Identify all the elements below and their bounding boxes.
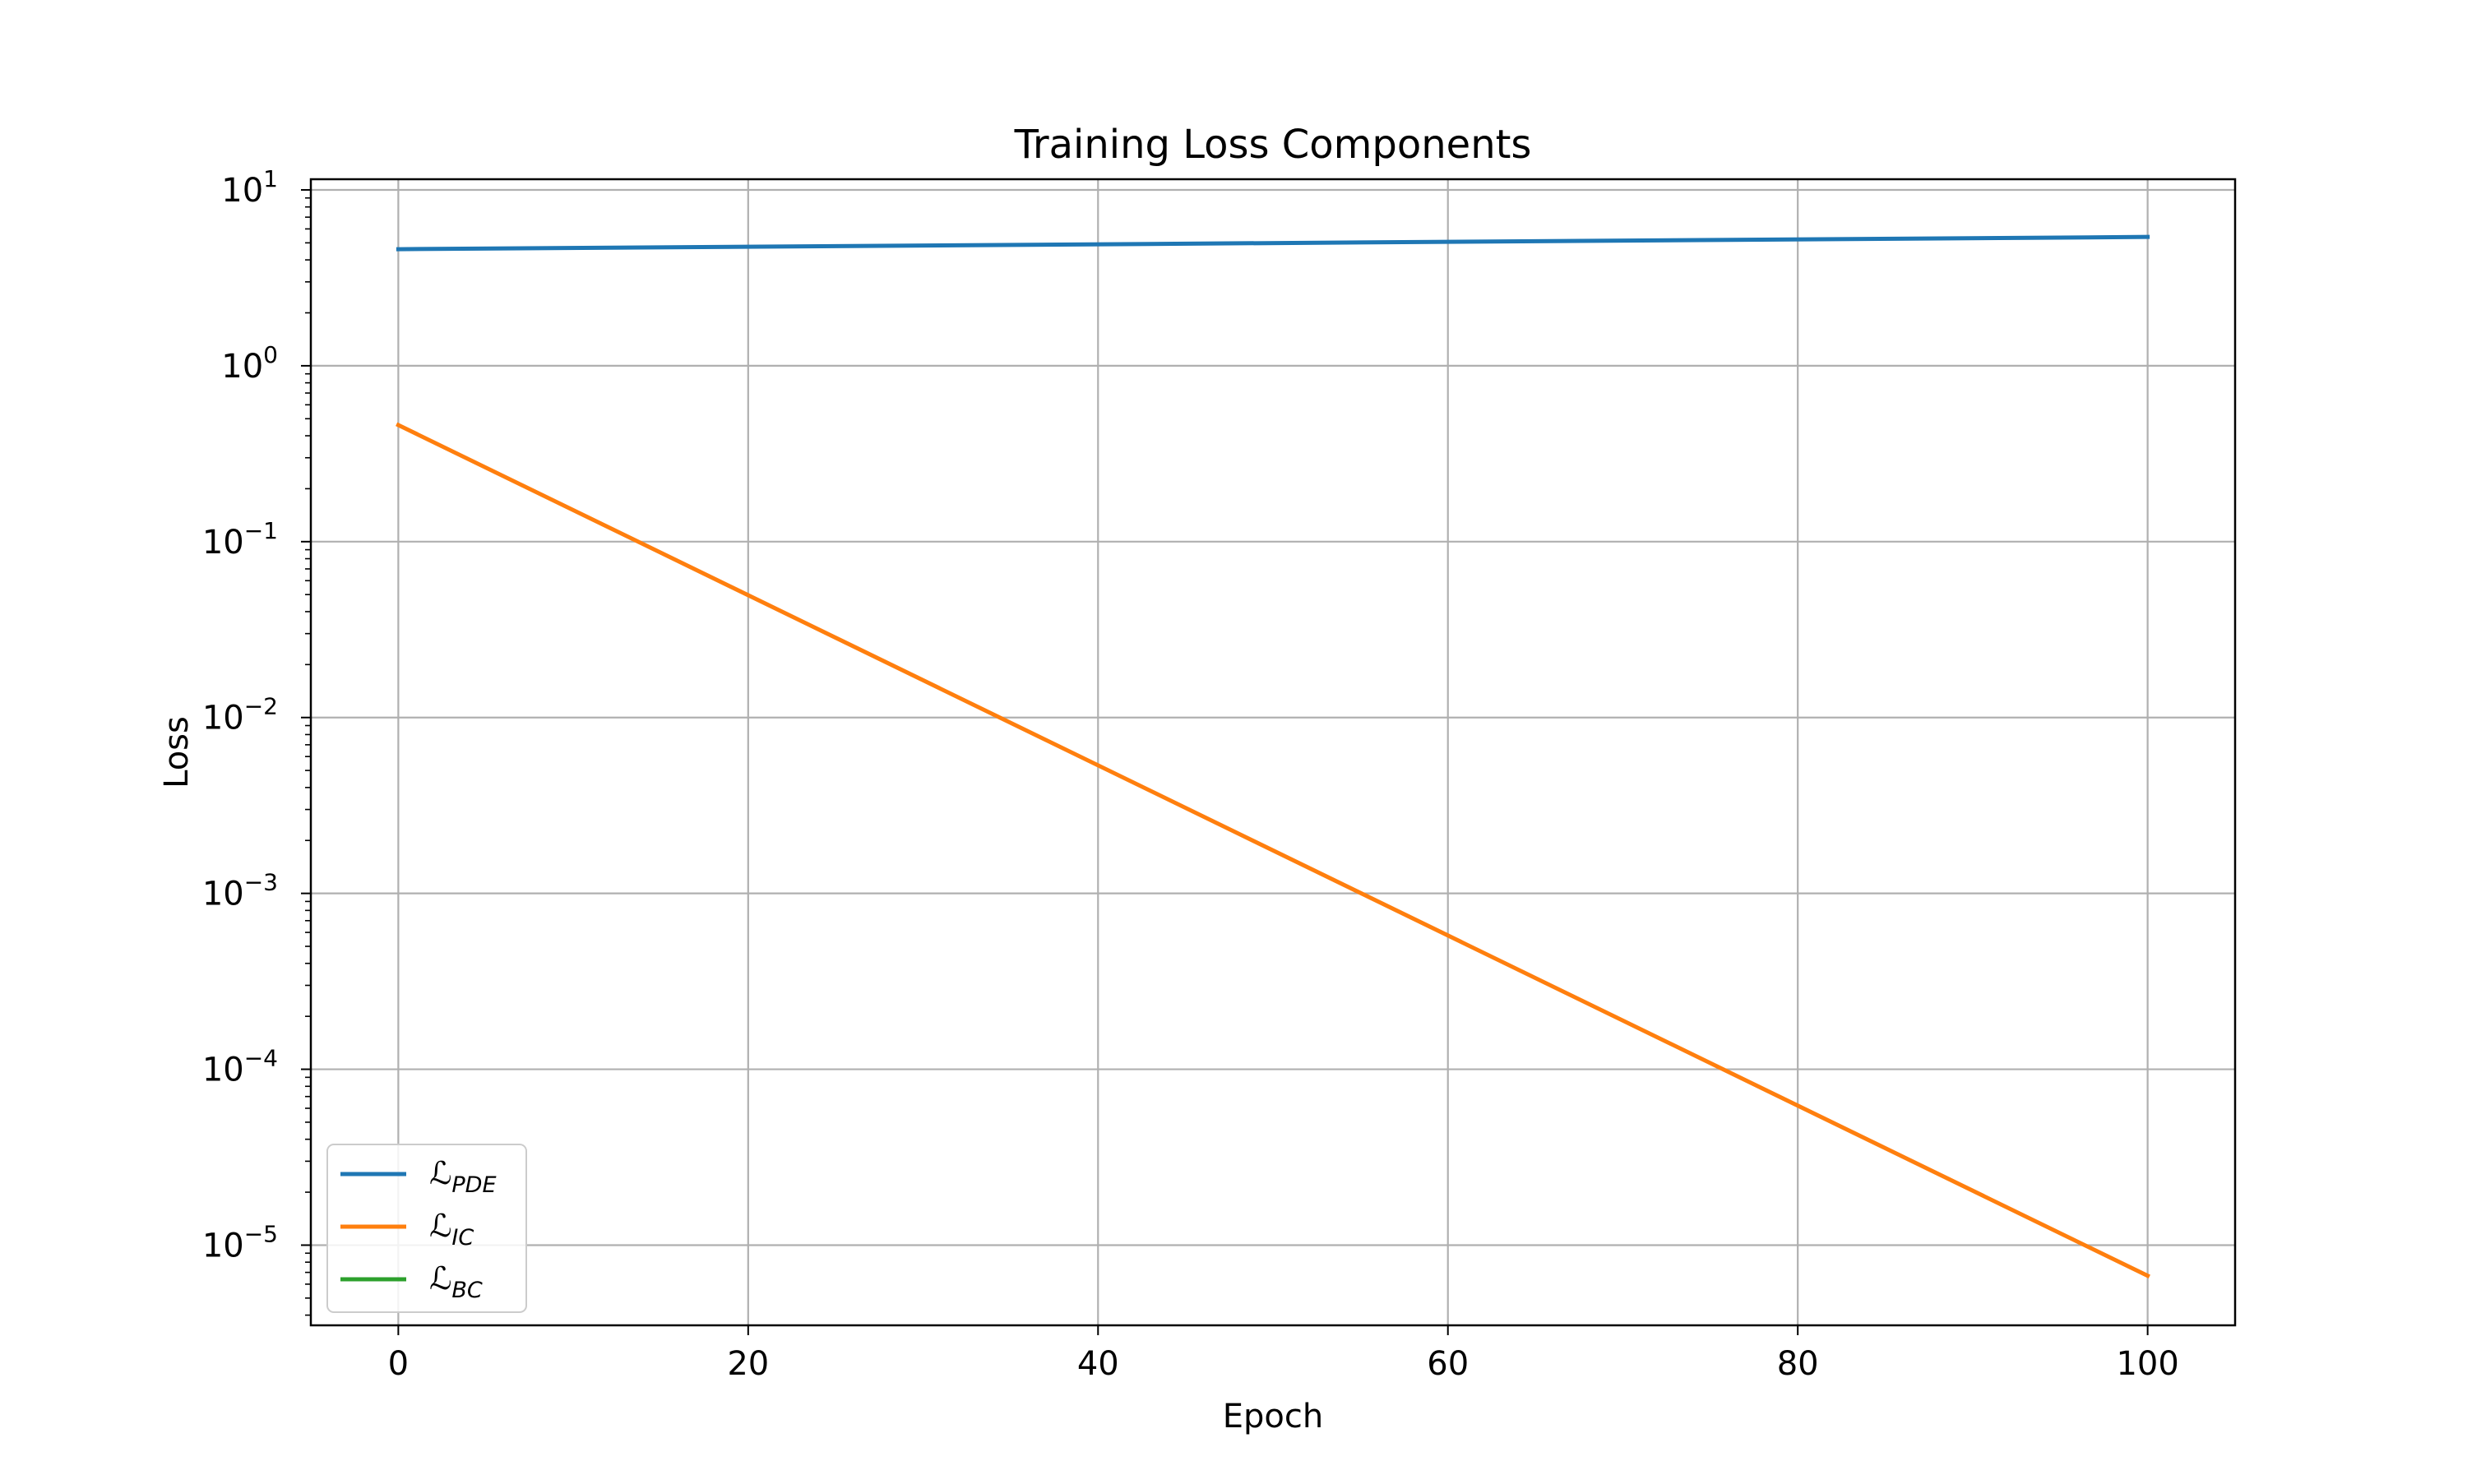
y-tick-label: 10−2 — [202, 693, 278, 737]
x-tick-label: 100 — [2116, 1345, 2178, 1383]
x-tick-label: 60 — [1427, 1345, 1469, 1383]
y-tick-label: 10−3 — [202, 869, 278, 913]
x-axis-label: Epoch — [1223, 1398, 1323, 1435]
grid — [311, 179, 2235, 1325]
legend-box — [326, 1144, 527, 1313]
series-line-ic — [396, 422, 2150, 1279]
y-tick-label: 10−1 — [202, 517, 278, 562]
legend-label-bc: ℒBC — [429, 1260, 483, 1303]
x-tick-label: 20 — [727, 1345, 769, 1383]
legend-label-pde: ℒPDE — [429, 1155, 497, 1198]
axis-ticks: 0 20 40 60 80 100 101 100 10−1 10−2 10−3 10−4 10−5 — [202, 165, 2179, 1383]
y-tick-label: 10−4 — [202, 1045, 278, 1089]
x-tick-label: 0 — [388, 1345, 409, 1383]
legend: ℒPDE ℒIC ℒBC — [326, 1144, 527, 1313]
series-lines — [396, 234, 2150, 1279]
y-tick-label: 100 — [221, 341, 278, 386]
y-axis-label: Loss — [158, 716, 196, 788]
y-tick-label: 10−5 — [202, 1220, 278, 1264]
y-tick-label: 101 — [221, 165, 278, 210]
plot-frame — [309, 178, 2237, 1327]
legend-label-ic: ℒIC — [429, 1208, 474, 1251]
x-tick-label: 40 — [1077, 1345, 1119, 1383]
series-line-pde — [396, 234, 2150, 252]
x-tick-label: 80 — [1777, 1345, 1819, 1383]
chart-title: Training Loss Components — [1014, 122, 1532, 168]
